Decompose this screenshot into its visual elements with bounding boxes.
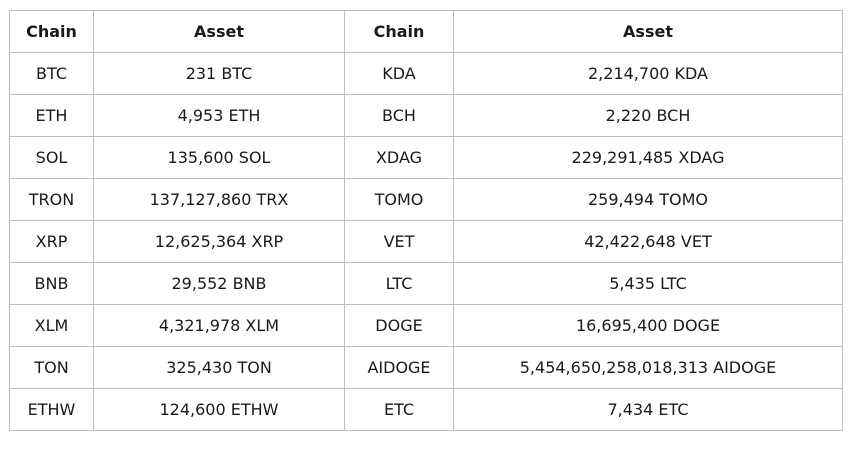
chain-cell: BNB	[9, 262, 94, 305]
table-row: XLM 4,321,978 XLM DOGE 16,695,400 DOGE	[9, 304, 843, 347]
chain-cell: ETH	[9, 94, 94, 137]
table-row: ETH 4,953 ETH BCH 2,220 BCH	[9, 94, 843, 137]
asset-cell: 325,430 TON	[93, 346, 345, 389]
asset-cell: 5,454,650,258,018,313 AIDOGE	[453, 346, 843, 389]
table-row: BTC 231 BTC KDA 2,214,700 KDA	[9, 52, 843, 95]
table-row: TRON 137,127,860 TRX TOMO 259,494 TOMO	[9, 178, 843, 221]
table-row: XRP 12,625,364 XRP VET 42,422,648 VET	[9, 220, 843, 263]
header-asset-left: Asset	[93, 10, 345, 53]
asset-cell: 4,953 ETH	[93, 94, 345, 137]
asset-cell: 124,600 ETHW	[93, 388, 345, 431]
chain-cell: SOL	[9, 136, 94, 179]
asset-table-container: Chain Asset Chain Asset BTC 231 BTC KDA …	[9, 10, 843, 431]
chain-cell: XRP	[9, 220, 94, 263]
chain-cell: TRON	[9, 178, 94, 221]
asset-cell: 231 BTC	[93, 52, 345, 95]
chain-cell: LTC	[344, 262, 454, 305]
asset-cell: 5,435 LTC	[453, 262, 843, 305]
asset-table: Chain Asset Chain Asset BTC 231 BTC KDA …	[9, 10, 843, 431]
asset-cell: 29,552 BNB	[93, 262, 345, 305]
asset-cell: 12,625,364 XRP	[93, 220, 345, 263]
chain-cell: BCH	[344, 94, 454, 137]
table-row: ETHW 124,600 ETHW ETC 7,434 ETC	[9, 388, 843, 431]
chain-cell: ETHW	[9, 388, 94, 431]
table-header-row: Chain Asset Chain Asset	[9, 10, 843, 53]
chain-cell: ETC	[344, 388, 454, 431]
asset-cell: 135,600 SOL	[93, 136, 345, 179]
header-chain-right: Chain	[344, 10, 454, 53]
chain-cell: KDA	[344, 52, 454, 95]
chain-cell: TON	[9, 346, 94, 389]
chain-cell: VET	[344, 220, 454, 263]
asset-cell: 137,127,860 TRX	[93, 178, 345, 221]
asset-cell: 229,291,485 XDAG	[453, 136, 843, 179]
table-row: BNB 29,552 BNB LTC 5,435 LTC	[9, 262, 843, 305]
chain-cell: XDAG	[344, 136, 454, 179]
asset-cell: 259,494 TOMO	[453, 178, 843, 221]
asset-cell: 4,321,978 XLM	[93, 304, 345, 347]
chain-cell: XLM	[9, 304, 94, 347]
header-chain-left: Chain	[9, 10, 94, 53]
asset-cell: 42,422,648 VET	[453, 220, 843, 263]
chain-cell: DOGE	[344, 304, 454, 347]
asset-cell: 16,695,400 DOGE	[453, 304, 843, 347]
table-row: TON 325,430 TON AIDOGE 5,454,650,258,018…	[9, 346, 843, 389]
chain-cell: TOMO	[344, 178, 454, 221]
chain-cell: AIDOGE	[344, 346, 454, 389]
chain-cell: BTC	[9, 52, 94, 95]
asset-cell: 2,214,700 KDA	[453, 52, 843, 95]
asset-cell: 7,434 ETC	[453, 388, 843, 431]
header-asset-right: Asset	[453, 10, 843, 53]
table-row: SOL 135,600 SOL XDAG 229,291,485 XDAG	[9, 136, 843, 179]
asset-cell: 2,220 BCH	[453, 94, 843, 137]
